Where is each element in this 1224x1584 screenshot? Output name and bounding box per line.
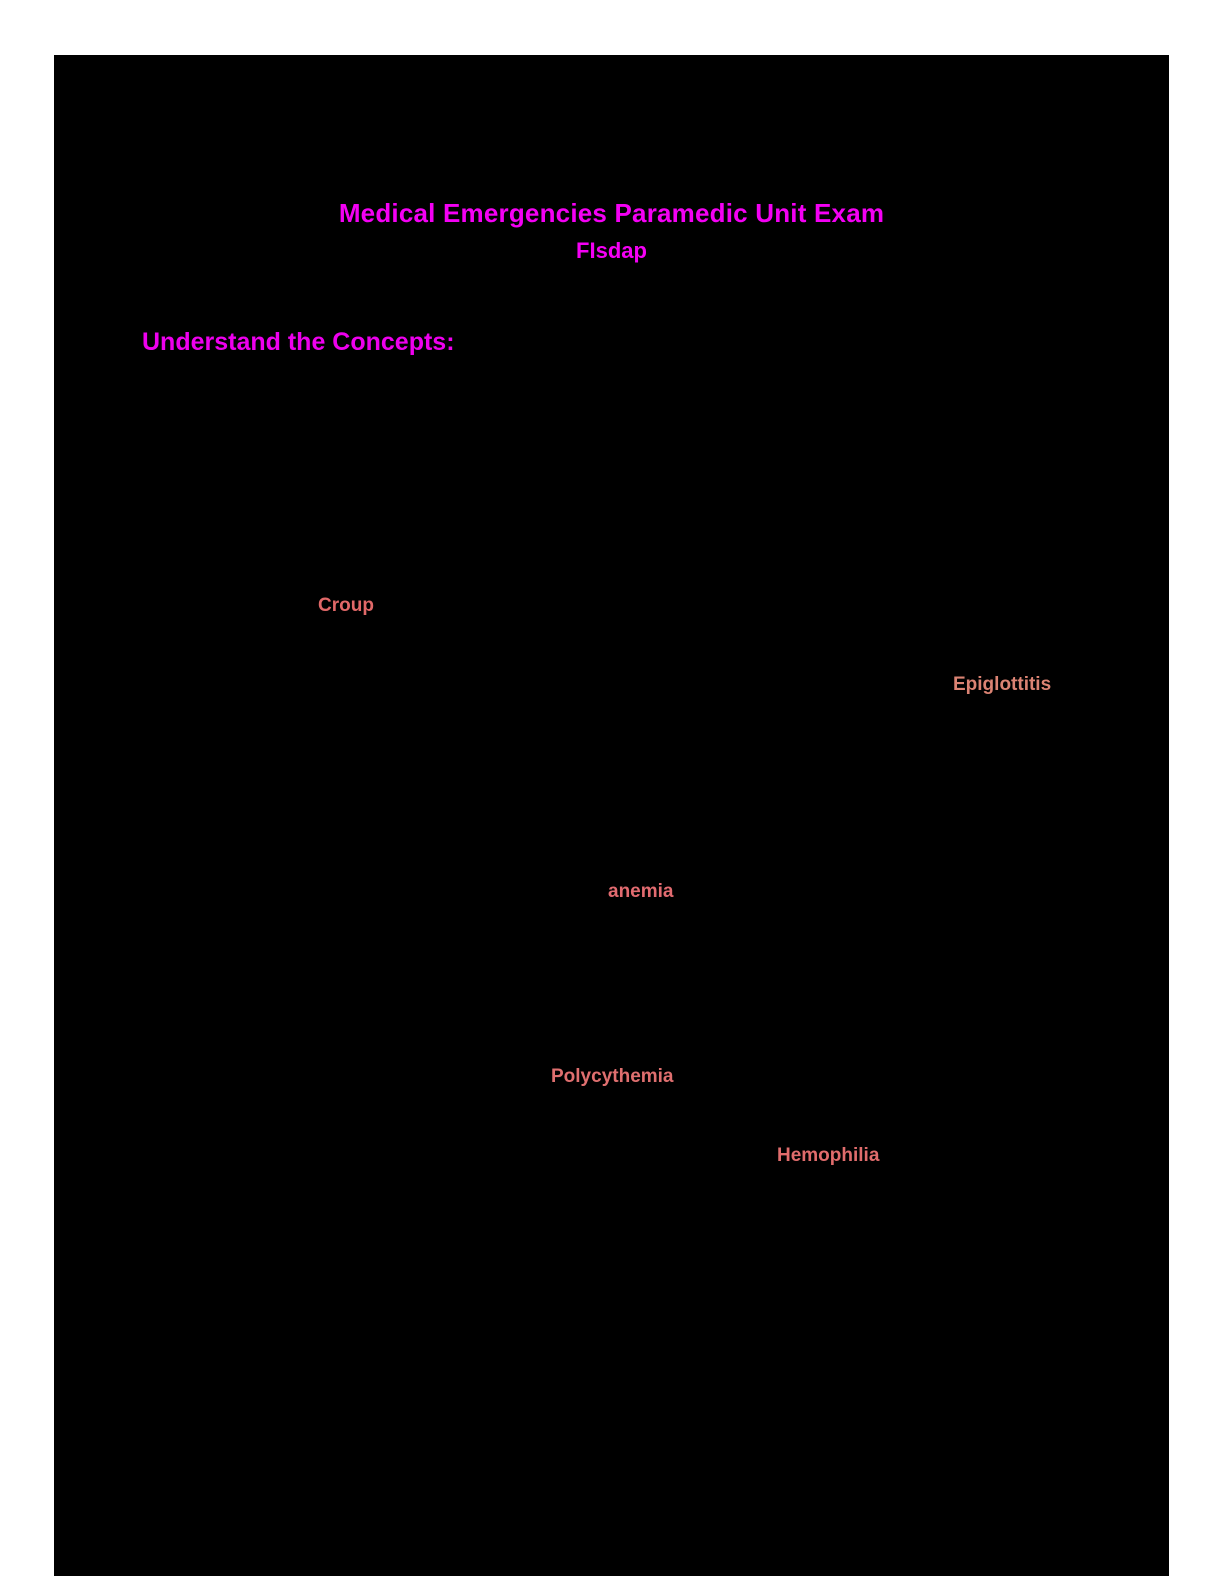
term-epiglottitis: Epiglottitis (953, 674, 1052, 695)
term-croup: Croup (318, 595, 374, 616)
page-subtitle: FIsdap (576, 238, 647, 263)
section-heading: Understand the Concepts: (142, 328, 455, 356)
term-hemophilia: Hemophilia (777, 1145, 880, 1166)
term-anemia: anemia (608, 881, 674, 902)
term-polycythemia: Polycythemia (551, 1066, 674, 1087)
page-title: Medical Emergencies Paramedic Unit Exam (338, 198, 885, 228)
document-page: Medical Emergencies Paramedic Unit Exam … (54, 55, 1169, 1576)
